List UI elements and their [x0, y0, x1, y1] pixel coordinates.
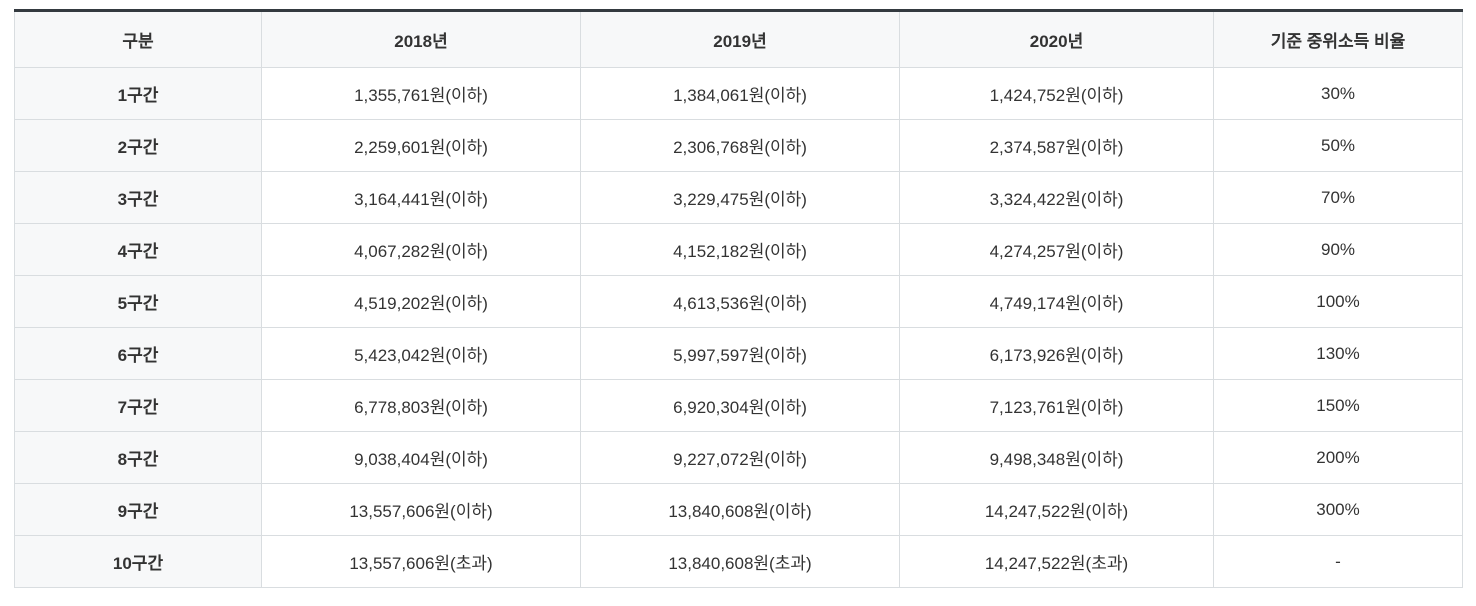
data-cell: 2,259,601원(이하) [261, 119, 581, 172]
column-header-median-income-ratio: 기준 중위소득 비율 [1213, 10, 1463, 68]
data-cell: 200% [1213, 431, 1463, 484]
data-cell: 6,920,304원(이하) [580, 379, 900, 432]
data-cell: 13,840,608원(초과) [580, 535, 900, 588]
data-cell: 3,324,422원(이하) [899, 171, 1214, 224]
row-header-bracket: 3구간 [14, 171, 262, 224]
column-header-2018: 2018년 [261, 10, 581, 68]
data-cell: 50% [1213, 119, 1463, 172]
data-cell: - [1213, 535, 1463, 588]
row-header-bracket: 4구간 [14, 223, 262, 276]
data-cell: 2,374,587원(이하) [899, 119, 1214, 172]
data-cell: 30% [1213, 67, 1463, 120]
data-cell: 1,384,061원(이하) [580, 67, 900, 120]
data-cell: 9,498,348원(이하) [899, 431, 1214, 484]
data-cell: 9,038,404원(이하) [261, 431, 581, 484]
table-row: 9구간 13,557,606원(이하) 13,840,608원(이하) 14,247,… [14, 483, 1463, 536]
data-cell: 130% [1213, 327, 1463, 380]
data-cell: 6,778,803원(이하) [261, 379, 581, 432]
row-header-bracket: 5구간 [14, 275, 262, 328]
table-row: 8구간 9,038,404원(이하) 9,227,072원(이하) 9,498,348… [14, 431, 1463, 484]
table-row: 2구간 2,259,601원(이하) 2,306,768원(이하) 2,374,587… [14, 119, 1463, 172]
data-cell: 5,997,597원(이하) [580, 327, 900, 380]
row-header-bracket: 1구간 [14, 67, 262, 120]
table-row: 3구간 3,164,441원(이하) 3,229,475원(이하) 3,324,422… [14, 171, 1463, 224]
data-cell: 1,424,752원(이하) [899, 67, 1214, 120]
table-row: 7구간 6,778,803원(이하) 6,920,304원(이하) 7,123,761… [14, 379, 1463, 432]
data-cell: 5,423,042원(이하) [261, 327, 581, 380]
data-cell: 7,123,761원(이하) [899, 379, 1214, 432]
data-cell: 13,557,606원(초과) [261, 535, 581, 588]
table-row: 6구간 5,423,042원(이하) 5,997,597원(이하) 6,173,926… [14, 327, 1463, 380]
column-header-2019: 2019년 [580, 10, 900, 68]
data-cell: 13,557,606원(이하) [261, 483, 581, 536]
header-row: 구분 2018년 2019년 2020년 기준 중위소득 비율 [14, 10, 1463, 68]
data-cell: 4,152,182원(이하) [580, 223, 900, 276]
table-row: 5구간 4,519,202원(이하) 4,613,536원(이하) 4,749,174… [14, 275, 1463, 328]
income-bracket-table: 구분 2018년 2019년 2020년 기준 중위소득 비율 1구간 1,355… [14, 9, 1463, 588]
data-cell: 9,227,072원(이하) [580, 431, 900, 484]
table-row: 1구간 1,355,761원(이하) 1,384,061원(이하) 1,424,752… [14, 67, 1463, 120]
data-cell: 4,067,282원(이하) [261, 223, 581, 276]
data-cell: 3,164,441원(이하) [261, 171, 581, 224]
row-header-bracket: 10구간 [14, 535, 262, 588]
data-cell: 2,306,768원(이하) [580, 119, 900, 172]
data-cell: 100% [1213, 275, 1463, 328]
column-header-2020: 2020년 [899, 10, 1214, 68]
data-cell: 300% [1213, 483, 1463, 536]
data-cell: 4,519,202원(이하) [261, 275, 581, 328]
table-header: 구분 2018년 2019년 2020년 기준 중위소득 비율 [14, 10, 1463, 68]
data-cell: 4,749,174원(이하) [899, 275, 1214, 328]
data-cell: 4,613,536원(이하) [580, 275, 900, 328]
row-header-bracket: 7구간 [14, 379, 262, 432]
row-header-bracket: 8구간 [14, 431, 262, 484]
data-cell: 3,229,475원(이하) [580, 171, 900, 224]
column-header-category: 구분 [14, 10, 262, 68]
data-cell: 1,355,761원(이하) [261, 67, 581, 120]
data-cell: 6,173,926원(이하) [899, 327, 1214, 380]
row-header-bracket: 9구간 [14, 483, 262, 536]
table-row: 10구간 13,557,606원(초과) 13,840,608원(초과) 14,247… [14, 535, 1463, 588]
row-header-bracket: 6구간 [14, 327, 262, 380]
table-row: 4구간 4,067,282원(이하) 4,152,182원(이하) 4,274,257… [14, 223, 1463, 276]
data-cell: 13,840,608원(이하) [580, 483, 900, 536]
row-header-bracket: 2구간 [14, 119, 262, 172]
data-cell: 14,247,522원(초과) [899, 535, 1214, 588]
table-body: 1구간 1,355,761원(이하) 1,384,061원(이하) 1,424,752… [14, 67, 1463, 588]
data-cell: 150% [1213, 379, 1463, 432]
data-cell: 70% [1213, 171, 1463, 224]
data-cell: 4,274,257원(이하) [899, 223, 1214, 276]
data-cell: 14,247,522원(이하) [899, 483, 1214, 536]
data-cell: 90% [1213, 223, 1463, 276]
